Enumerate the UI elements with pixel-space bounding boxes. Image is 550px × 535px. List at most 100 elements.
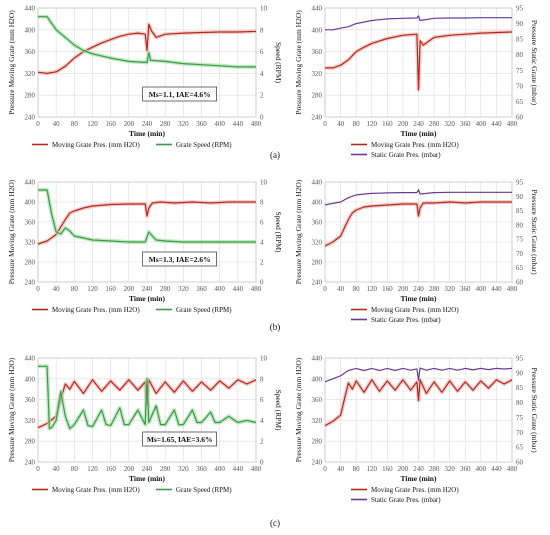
legend-label: Moving Grate Pres. (mm H2O) (52, 141, 140, 149)
x-tick-label: 40 (53, 465, 61, 473)
annotation-text: Ms=1.65, IAE=3.6% (147, 435, 213, 444)
y2-tick-label: 8 (260, 199, 264, 207)
x-tick-label: 120 (87, 285, 98, 293)
x-tick-label: 280 (429, 120, 440, 128)
x-tick-label: 200 (124, 120, 135, 128)
x-axis-label: Time (min) (401, 129, 437, 138)
plot-area-frame (324, 181, 513, 283)
y-tick-label: 440 (25, 5, 36, 13)
x-tick-label: 200 (398, 465, 409, 473)
x-tick-label: 480 (507, 120, 518, 128)
y-tick-label: 240 (312, 459, 323, 467)
y2-tick-label: 75 (516, 67, 524, 75)
x-tick-label: 240 (413, 285, 424, 293)
x-tick-label: 480 (507, 285, 518, 293)
plot-area-frame (37, 181, 257, 283)
x-tick-label: 360 (460, 465, 471, 473)
y2-tick-label: 70 (516, 429, 524, 437)
x-tick-label: 160 (105, 285, 116, 293)
y2-tick-label: 80 (516, 221, 524, 229)
y-tick-label: 280 (25, 92, 36, 100)
y2-tick-label: 6 (260, 48, 264, 56)
annotation-box (142, 431, 217, 447)
y-tick-label: 400 (25, 199, 36, 207)
legend-label: Static Grate Pres. (mbar) (371, 316, 441, 324)
y-tick-label: 360 (25, 396, 36, 404)
x-tick-label: 440 (491, 285, 502, 293)
x-tick-label: 0 (36, 465, 40, 473)
x-tick-label: 320 (178, 120, 189, 128)
y2-tick-label: 10 (260, 5, 268, 13)
x-tick-label: 400 (214, 285, 225, 293)
y-tick-label: 320 (312, 70, 323, 78)
y-tick-label: 280 (25, 438, 36, 446)
y2-tick-label: 85 (516, 207, 524, 215)
legend-label: Moving Grate Pres. (mm H2O) (52, 306, 140, 314)
y-tick-label: 360 (312, 396, 323, 404)
y-tick-label: 400 (312, 199, 323, 207)
y-tick-label: 400 (312, 375, 323, 383)
y-tick-label: 240 (312, 114, 323, 122)
legend-label: Static Grate Pres. (mbar) (371, 496, 441, 504)
y2-tick-label: 70 (516, 82, 524, 90)
x-tick-label: 480 (507, 465, 518, 473)
y-tick-label: 400 (25, 26, 36, 34)
y2-axis-label: Speed (RPM) (274, 42, 283, 84)
x-tick-label: 40 (337, 285, 345, 293)
plot-area-frame (324, 7, 513, 118)
x-tick-label: 80 (71, 465, 79, 473)
grate-speed-line (38, 16, 256, 68)
x-tick-label: 400 (476, 465, 487, 473)
y2-tick-label: 0 (260, 279, 264, 287)
legend-label: Grate Speed (RPM) (176, 486, 232, 494)
y2-tick-label: 4 (260, 70, 264, 78)
x-tick-label: 0 (36, 120, 40, 128)
y2-tick-label: 65 (516, 264, 524, 272)
plot-area-frame (37, 7, 257, 118)
x-tick-label: 0 (323, 120, 327, 128)
moving-grate-pressure-line (37, 23, 257, 75)
y2-axis-label: Speed (RPM) (274, 211, 283, 253)
y-tick-label: 360 (312, 219, 323, 227)
y2-tick-label: 4 (260, 239, 264, 247)
plot-area-frame (324, 357, 513, 463)
grate-speed-line (38, 365, 257, 430)
x-tick-label: 120 (87, 465, 98, 473)
legend-label: Grate Speed (RPM) (176, 141, 232, 149)
x-tick-label: 0 (36, 285, 40, 293)
y-tick-label: 440 (25, 355, 36, 363)
y2-tick-label: 65 (516, 444, 524, 452)
x-tick-label: 360 (196, 465, 207, 473)
moving-grate-pressure-line (324, 379, 513, 427)
x-tick-label: 480 (251, 285, 262, 293)
x-tick-label: 400 (214, 120, 225, 128)
y2-tick-label: 95 (516, 355, 524, 363)
legend-label: Static Grate Pres. (mbar) (371, 151, 441, 159)
x-tick-label: 80 (353, 465, 361, 473)
y-tick-label: 320 (312, 239, 323, 247)
annotation-text: Ms=1.1, IAE=4.6% (149, 90, 211, 99)
x-tick-label: 40 (337, 120, 345, 128)
x-tick-label: 40 (337, 465, 345, 473)
x-tick-label: 240 (142, 465, 153, 473)
x-tick-label: 200 (124, 465, 135, 473)
y2-tick-label: 60 (516, 279, 524, 287)
x-tick-label: 320 (178, 285, 189, 293)
x-tick-label: 480 (251, 465, 262, 473)
x-tick-label: 240 (142, 285, 153, 293)
y-tick-label: 400 (25, 375, 36, 383)
chart-6: 240 280 320 360 400 440 0 40 80 120 160 200 240 280 32… (294, 355, 539, 505)
y-tick-label: 280 (25, 259, 36, 267)
y-tick-label: 320 (25, 70, 36, 78)
y2-tick-label: 8 (260, 26, 264, 34)
legend-label: Grate Speed (RPM) (176, 306, 232, 314)
x-tick-label: 400 (476, 120, 487, 128)
y-tick-label: 440 (25, 179, 36, 187)
annotation-text: Ms=1.3, IAE=2.6% (149, 255, 211, 264)
y-tick-label: 440 (312, 179, 323, 187)
y-tick-label: 280 (312, 92, 323, 100)
